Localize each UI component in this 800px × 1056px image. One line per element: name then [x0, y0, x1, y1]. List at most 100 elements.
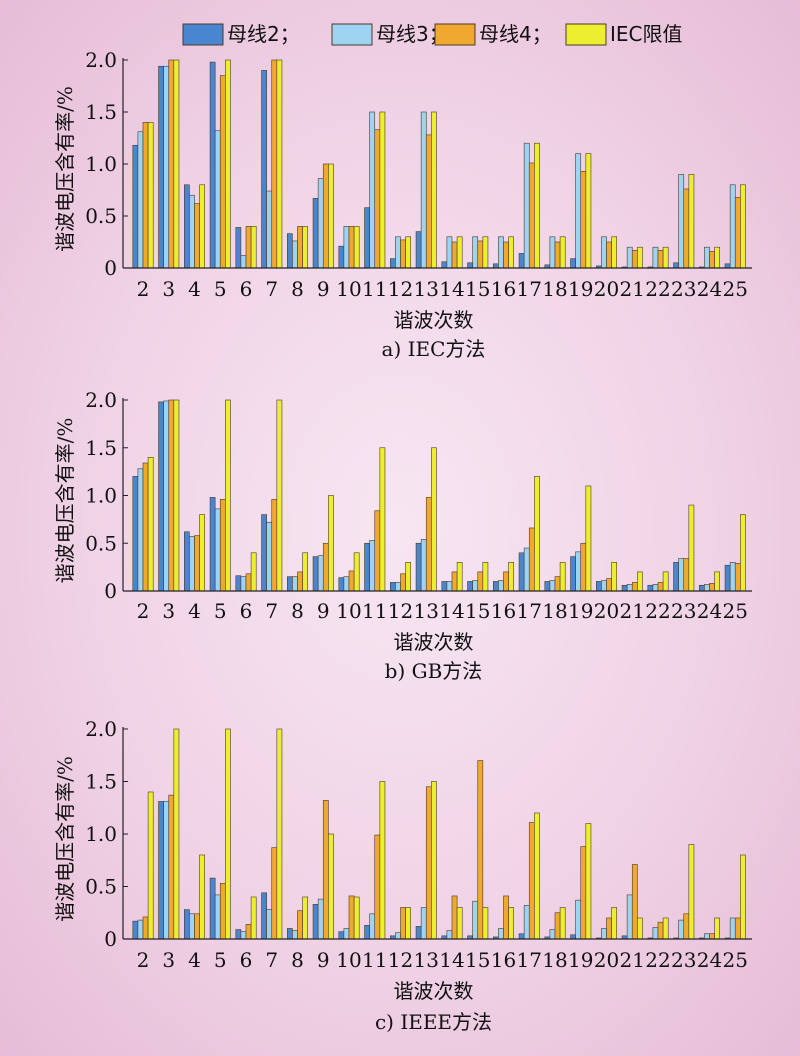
x-tick-label: 20	[594, 599, 619, 623]
chart-panel: 00.51.01.52.02 3 4 5 6 7 8 9 10 11 12 13 14 15 16 17 18 1…	[53, 48, 752, 361]
bar-mark	[173, 59, 180, 269]
bar-mark	[451, 241, 458, 269]
y-tick-label: 2.0	[85, 388, 117, 412]
bar-mark	[482, 236, 489, 269]
bar-mark	[395, 236, 401, 269]
bar-mark	[312, 556, 319, 592]
bar-mark	[199, 514, 206, 592]
bar-mark	[704, 933, 710, 940]
x-tick-label: 5	[214, 277, 227, 301]
bar-mark	[209, 497, 216, 592]
bar-mark	[740, 514, 746, 592]
bar-mark	[729, 917, 736, 940]
bar-mark	[595, 581, 602, 592]
x-tick-label: 4	[188, 948, 201, 972]
bar-mark	[302, 896, 309, 940]
bar-mark	[425, 786, 432, 940]
bar-mark	[250, 552, 257, 592]
bar-mark	[467, 581, 473, 592]
bar-mark	[235, 575, 242, 592]
bar-mark	[528, 822, 535, 940]
bar-mark	[317, 898, 324, 940]
x-tick-label: 17	[517, 277, 542, 301]
y-tick-label: 0	[104, 579, 117, 603]
x-tick-label: 12	[388, 599, 413, 623]
bar-mark	[297, 910, 303, 940]
legend: 母线2； 母线3； 母线4； IEC限值	[182, 22, 683, 46]
bar-mark	[549, 236, 556, 269]
bar-mark	[338, 931, 345, 940]
bar-mark	[580, 542, 587, 592]
y-tick-label: 1.0	[85, 152, 117, 176]
bar-mark	[631, 864, 638, 940]
bar-mark	[420, 539, 427, 592]
bar-mark	[580, 846, 587, 940]
bar-mark	[405, 236, 412, 269]
x-tick-label: 24	[697, 599, 722, 623]
bar-mark	[250, 226, 257, 269]
x-tick-label: 20	[594, 948, 619, 972]
bar-mark	[456, 236, 463, 269]
bar-mark	[611, 562, 617, 592]
bar-mark	[508, 907, 515, 940]
chart-panel: 00.51.01.52.02 3 4 5 6 7 8 9 10 11 12 13 14 15 16 17 18 1…	[53, 717, 752, 1034]
bar-mark	[498, 580, 504, 592]
bar-mark	[168, 399, 175, 592]
x-tick-label: 18	[542, 948, 567, 972]
bar-mark	[734, 917, 741, 940]
x-tick-label: 2	[137, 277, 150, 301]
bar-mark	[621, 584, 628, 592]
bar-mark	[709, 583, 715, 592]
bar-mark	[523, 142, 530, 269]
bar-mark	[554, 241, 561, 269]
bar-mark	[271, 59, 278, 269]
bar-mark	[724, 564, 731, 592]
y-tick-label: 2.0	[85, 717, 117, 741]
bar-mark	[132, 476, 139, 592]
x-tick-label: 9	[317, 948, 330, 972]
bar-mark	[508, 562, 515, 592]
bar-mark	[585, 485, 592, 592]
bar-mark	[184, 909, 190, 940]
bar-mark	[374, 834, 381, 940]
bar-mark	[523, 905, 530, 940]
bar-mark	[534, 812, 540, 940]
x-tick-label: 9	[317, 599, 330, 623]
bar-mark	[503, 895, 509, 940]
bar-mark	[734, 562, 741, 592]
bar-mark	[240, 931, 247, 940]
x-tick-label: 8	[291, 277, 304, 301]
bar-mark	[626, 584, 633, 592]
bar-mark	[657, 921, 664, 940]
bar-mark	[575, 551, 582, 592]
bar-mark	[379, 781, 386, 940]
chart-caption: a) IEC方法	[382, 337, 486, 361]
bar-mark	[189, 194, 195, 269]
bar-mark	[740, 184, 746, 269]
chart-caption: c) IEEE方法	[375, 1010, 492, 1034]
bar-mark	[714, 917, 720, 940]
x-tick-label: 16	[491, 948, 516, 972]
bar-mark	[729, 184, 736, 269]
bar-mark	[688, 174, 695, 269]
bar-mark	[534, 142, 540, 269]
bar-mark	[472, 900, 479, 940]
x-tick-label: 17	[517, 599, 542, 623]
bar-mark	[328, 495, 334, 592]
bar-mark	[328, 833, 334, 940]
bar-mark	[364, 925, 370, 940]
y-tick-label: 0	[104, 256, 117, 280]
x-tick-label: 21	[620, 948, 645, 972]
bar-mark	[312, 904, 319, 940]
bar-mark	[626, 246, 633, 269]
x-tick-label: 15	[465, 599, 490, 623]
bar-mark	[292, 576, 298, 592]
bar-mark	[225, 59, 231, 269]
bar-mark	[147, 456, 154, 592]
x-axis-label: 谐波次数	[394, 979, 474, 1003]
bar-mark	[168, 794, 175, 940]
x-tick-label: 10	[336, 277, 361, 301]
x-tick-label: 6	[240, 599, 253, 623]
bar-mark	[137, 468, 144, 592]
bar-mark	[292, 240, 298, 269]
